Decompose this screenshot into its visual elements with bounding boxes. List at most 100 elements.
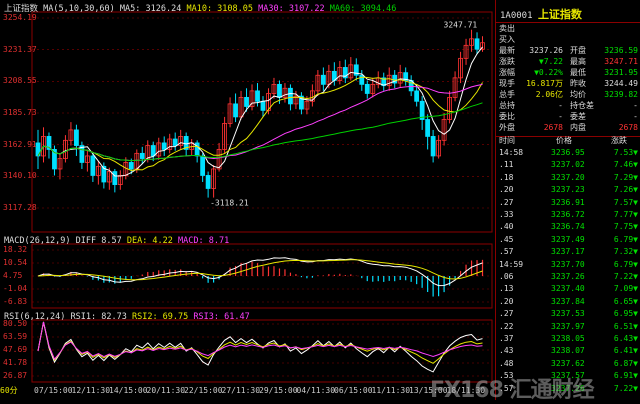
candle-body (293, 95, 299, 105)
candle-body (288, 87, 293, 105)
candle-body (205, 175, 211, 189)
trade-time: .20 (499, 296, 514, 306)
trade-time: .45 (499, 234, 514, 244)
trade-time: .40 (499, 222, 514, 232)
macd-dif: DIFF 8.57 (75, 236, 122, 246)
trade-price: 3237.20 (551, 172, 585, 182)
trade-row[interactable]: .45 3237.49 6.79▼ (496, 235, 640, 245)
trade-change: 7.32▼ (613, 247, 638, 257)
quote-value: - (558, 112, 563, 121)
period-selector[interactable]: 60分 (0, 384, 30, 398)
candle-body (35, 142, 41, 157)
quote-label: 卖出 (499, 24, 515, 33)
quote-value: 3237.26 (529, 46, 563, 55)
trade-change: 7.57▼ (613, 197, 638, 207)
trade-row[interactable]: 14:58 3236.95 7.53▼ (496, 148, 640, 158)
quote-row: 卖出 (496, 24, 640, 34)
candle-body (167, 138, 173, 150)
trade-price: 3237.97 (551, 321, 585, 331)
quote-row: 现手 16.817万 昨收 3244.49 (496, 79, 640, 89)
x-axis-tick: 18/11:30 (446, 386, 486, 395)
trade-price: 3237.57 (551, 371, 585, 381)
quote-label: 涨幅 (499, 68, 515, 77)
candle-body (447, 96, 452, 120)
trade-row[interactable]: .20 3237.84 6.65▼ (496, 297, 640, 307)
x-axis-tick: 22/15:00 (184, 386, 223, 395)
candle-body (90, 155, 96, 176)
candle-body (57, 158, 63, 170)
trade-time: .06 (499, 272, 514, 281)
trade-price: 3237.17 (551, 247, 585, 257)
candle-body (419, 100, 425, 120)
trade-price: 3237.84 (551, 296, 585, 306)
rsi-label: RSI(6,12,24) (4, 312, 66, 322)
quote-label: 昨收 (570, 79, 586, 88)
quote-label: 涨跌 (499, 57, 515, 66)
candle-body (414, 90, 420, 102)
kline-y-tick: 3117.28 (3, 203, 37, 212)
macd-dea: DEA: 4.22 (126, 236, 173, 246)
rsi3-line (37, 321, 483, 361)
trade-change: 6.43▼ (613, 334, 638, 343)
rsi3-value: RSI3: 61.47 (193, 312, 250, 322)
candle-body (397, 72, 403, 84)
quote-label: 委比 (499, 112, 515, 121)
rsi-y-tick: 47.69 (3, 345, 28, 354)
trade-row[interactable]: .06 3237.26 7.22▼ (496, 272, 640, 282)
ma60-legend: MA60: 3094.46 (329, 4, 397, 14)
trade-row[interactable]: .22 3237.97 6.51▼ (496, 322, 640, 332)
candle-body (139, 152, 145, 159)
stock-name: 上证指数 (537, 8, 582, 21)
high-price-label: 3247.71 (444, 21, 478, 30)
trade-price: 3237.62 (551, 358, 585, 368)
trade-row[interactable]: .27 3236.91 7.57▼ (496, 198, 640, 208)
trade-row[interactable]: .40 3236.74 7.75▼ (496, 222, 640, 232)
candle-body (238, 96, 244, 118)
trade-change: 7.26▼ (613, 185, 638, 195)
quote-row: 涨幅 ▼0.22% 最低 3231.95 (496, 68, 640, 78)
quote-value: 3236.59 (604, 46, 638, 55)
trade-row[interactable]: .43 3238.07 6.41▼ (496, 346, 640, 356)
kline-y-tick: 3231.37 (3, 44, 37, 54)
quote-value: 3231.95 (604, 68, 638, 77)
quote-label: 最新 (499, 46, 515, 55)
candle-body (156, 142, 162, 157)
trade-price: 3236.72 (551, 210, 585, 219)
trade-row[interactable]: .48 3237.62 6.87▼ (496, 359, 640, 369)
trade-row[interactable]: .53 3237.57 6.91▼ (496, 371, 640, 381)
quote-label: 买入 (499, 35, 515, 44)
quote-value: 16.817万 (526, 79, 563, 88)
trade-time: .57 (499, 383, 514, 393)
trade-row[interactable]: 14:59 3237.70 6.79▼ (496, 260, 640, 270)
quote-value: 3247.71 (604, 57, 638, 66)
trade-change: 6.79▼ (613, 234, 638, 244)
macd-y-tick: 18.32 (3, 245, 28, 254)
trade-change: 7.77▼ (613, 210, 638, 219)
trade-row[interactable]: .27 3237.53 6.95▼ (496, 309, 640, 319)
rsi2-value: RSI2: 69.75 (131, 312, 189, 322)
trade-row[interactable]: .20 3237.23 7.26▼ (496, 185, 640, 195)
quote-value: 3239.82 (604, 90, 638, 99)
trade-row[interactable]: .57 3237.26 7.22▼ (496, 384, 640, 394)
quote-value: ▼0.22% (534, 68, 563, 77)
trade-time: .33 (499, 210, 514, 219)
candle-body (183, 136, 189, 150)
quote-value: - (633, 101, 638, 110)
quote-label: 最低 (570, 68, 586, 77)
divider (496, 136, 640, 137)
trade-row[interactable]: .37 3238.05 6.43▼ (496, 334, 640, 344)
trade-change: 6.65▼ (613, 296, 638, 306)
trade-row[interactable]: .33 3236.72 7.77▼ (496, 210, 640, 220)
kline-chart-area[interactable]: 3247.71 -3118.21 上证指数 MA(5,10,30,60) MA5:… (0, 0, 495, 400)
trade-row[interactable]: .13 3237.40 7.09▼ (496, 284, 640, 294)
quote-header: 1A0001 上证指数 (500, 6, 582, 22)
trade-row[interactable]: .57 3237.17 7.32▼ (496, 247, 640, 257)
trade-time: 14:59 (499, 259, 524, 269)
macd-label: MACD(26,12,9) (4, 236, 71, 246)
trade-row[interactable]: .18 3237.20 7.29▼ (496, 173, 640, 183)
ma10-line (37, 76, 483, 172)
quote-row: 总手 2.06亿 均价 3239.82 (496, 90, 640, 100)
candle-body (172, 138, 178, 146)
trade-row[interactable]: .11 3237.02 7.46▼ (496, 160, 640, 170)
chart-canvas[interactable]: 3247.71 -3118.21 (0, 0, 495, 400)
